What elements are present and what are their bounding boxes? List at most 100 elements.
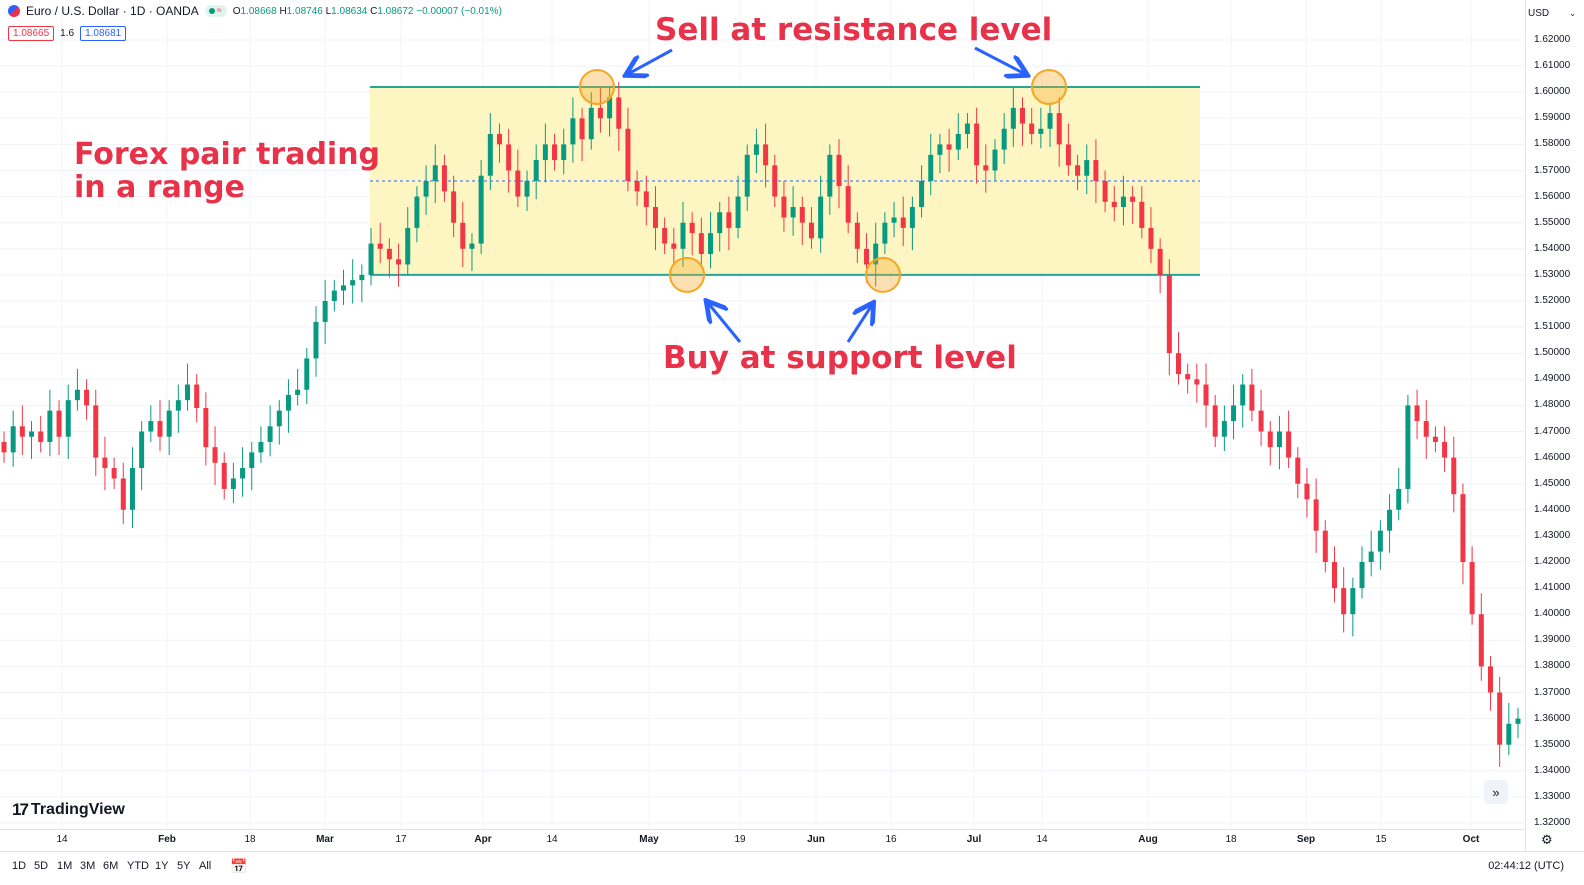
price-tick: 1.58000	[1534, 138, 1571, 150]
candle-up	[285, 394, 291, 411]
candle-up	[588, 107, 594, 140]
candle-up	[1359, 562, 1365, 589]
candle-up	[139, 431, 145, 469]
candle-down	[763, 144, 769, 166]
range-button-1m[interactable]: 1M	[57, 860, 73, 872]
candle-up	[1350, 588, 1356, 615]
candle-down	[1341, 588, 1347, 615]
scroll-to-realtime-button[interactable]: »	[1484, 780, 1508, 804]
support-touch-circle	[865, 256, 901, 293]
candle-down	[1148, 227, 1154, 249]
time-axis[interactable]: 14 Feb 18 Mar 17 Apr 14 May 19 Jun 16 Jul 14 Aug 18 Sep…	[0, 829, 1525, 852]
chart-grid	[0, 0, 1525, 829]
time-tick: Apr	[474, 834, 492, 845]
candle-up	[1387, 509, 1393, 531]
range-button-3m[interactable]: 3M	[80, 860, 96, 872]
candle-up	[341, 285, 347, 291]
candle-up	[753, 144, 759, 155]
calendar-icon[interactable]: 📅	[230, 858, 248, 874]
candle-down	[194, 384, 200, 409]
currency-selector[interactable]: USD ⌄	[1524, 4, 1580, 22]
time-tick: 14	[546, 834, 558, 845]
candle-up	[350, 280, 356, 286]
price-tick: 1.52000	[1534, 295, 1571, 306]
range-button-1d[interactable]: 1D	[12, 860, 27, 872]
buy-arrow-left	[708, 303, 742, 343]
trading-range-zone	[370, 85, 1200, 276]
candle-down	[1267, 431, 1273, 448]
range-button-6m[interactable]: 6M	[103, 860, 119, 872]
time-tick: 16	[885, 834, 897, 845]
candle-down	[854, 222, 860, 249]
candle-down	[1185, 374, 1191, 380]
range-button-all[interactable]: All	[199, 860, 212, 872]
candle-up	[478, 175, 484, 244]
candle-down	[1478, 614, 1484, 667]
range-button-5d[interactable]: 5D	[34, 860, 49, 872]
double-chevron-right-icon: »	[1492, 784, 1500, 800]
tradingview-logo[interactable]: 17 TradingView	[12, 800, 125, 820]
time-tick: May	[639, 834, 659, 845]
candle-down	[864, 248, 870, 265]
range-button-1y[interactable]: 1Y	[155, 860, 169, 872]
time-tick: 18	[1225, 834, 1237, 845]
candle-down	[120, 478, 126, 510]
range-annotation-line-1: Forex pair trading	[74, 137, 381, 172]
candle-down	[781, 196, 787, 218]
candlestick-series	[1, 81, 1521, 767]
time-tick: 14	[56, 834, 68, 845]
candle-down	[1157, 248, 1163, 275]
candle-up	[964, 123, 970, 134]
candle-down	[377, 243, 383, 249]
price-tick: 1.62000	[1534, 34, 1571, 45]
ohlc-values: O1.08668 H1.08746 L1.08634 C1.08672 −0.0…	[232, 5, 502, 17]
candle-down	[38, 431, 44, 442]
candle-up	[542, 144, 548, 161]
price-axis[interactable]: 1.62000 1.61000 1.60000 1.59000 1.58000 1.570…	[1525, 0, 1584, 860]
range-button-5y[interactable]: 5Y	[177, 860, 191, 872]
time-tick: 19	[734, 834, 746, 845]
candle-down	[1442, 441, 1448, 458]
price-tick: 1.55000	[1534, 216, 1571, 228]
utc-clock[interactable]: 02:44:12 (UTC)	[1488, 860, 1564, 872]
change-value: −0.00007 (−0.01%)	[416, 5, 502, 17]
candle-down	[203, 408, 209, 448]
buy-price-button[interactable]: 1.08681	[80, 26, 127, 41]
price-chart[interactable]	[0, 0, 1525, 829]
candle-up	[295, 389, 301, 395]
candle-down	[441, 165, 447, 192]
sell-price-button[interactable]: 1.08665	[8, 26, 55, 41]
candle-down	[1, 441, 7, 453]
candle-up	[1276, 431, 1282, 448]
currency-label: USD	[1528, 7, 1550, 19]
candle-up	[1368, 551, 1374, 562]
price-tick: 1.49000	[1534, 373, 1571, 385]
range-button-ytd[interactable]: YTD	[127, 860, 149, 872]
settings-gear-icon[interactable]: ⚙	[1541, 832, 1553, 847]
candle-down	[1194, 379, 1200, 385]
candle-down	[460, 222, 466, 249]
open-value: 1.08668	[240, 5, 277, 17]
bottom-toolbar: 1D 5D 1M 3M 6M YTD 1Y 5Y All 📅 02:44:12 (UTC)	[0, 851, 1584, 885]
candle-down	[1111, 201, 1117, 208]
candle-up	[909, 207, 915, 228]
candle-up	[992, 149, 998, 171]
candle-up	[359, 274, 365, 281]
candle-down	[634, 180, 640, 192]
symbol-title[interactable]: Euro / U.S. Dollar · 1D · OANDA	[26, 4, 199, 18]
price-tick: 1.59000	[1534, 112, 1571, 124]
time-tick: Jul	[966, 834, 982, 845]
candle-up	[607, 97, 613, 119]
candle-down	[652, 207, 658, 228]
candle-down	[1304, 483, 1310, 500]
candle-up	[10, 426, 16, 453]
price-tick: 1.46000	[1534, 451, 1571, 463]
sell-arrow-right	[974, 46, 1025, 74]
candle-down	[1020, 107, 1026, 124]
sell-annotation: Sell at resistance level	[655, 12, 1053, 48]
price-tick: 1.60000	[1534, 86, 1571, 98]
time-tick: Jun	[807, 834, 825, 845]
candle-down	[93, 405, 99, 458]
candle-down	[772, 165, 778, 197]
price-tick: 1.61000	[1534, 60, 1571, 72]
